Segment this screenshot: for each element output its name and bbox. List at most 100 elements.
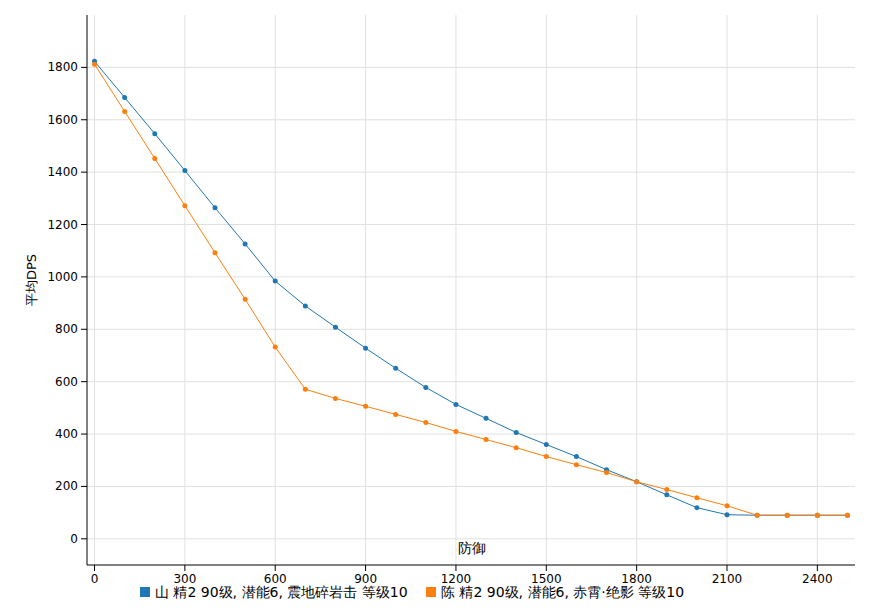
y-grid-line <box>87 172 855 173</box>
series-point <box>92 62 97 67</box>
series-point <box>182 203 187 208</box>
y-grid-line <box>87 329 855 330</box>
series-point <box>694 505 699 510</box>
series-point <box>484 437 489 442</box>
series-point <box>303 387 308 392</box>
x-tick-label: 0 <box>91 572 99 586</box>
y-tick-label: 1200 <box>47 218 78 232</box>
y-tick-label: 1400 <box>47 165 78 179</box>
x-tick <box>184 565 185 571</box>
y-tick <box>81 67 87 68</box>
y-tick-label: 1800 <box>47 60 78 74</box>
series-point <box>815 513 820 518</box>
x-tick <box>275 565 276 571</box>
series-point <box>634 479 639 484</box>
y-grid-line <box>87 276 855 277</box>
series-point <box>152 156 157 161</box>
series-point <box>393 366 398 371</box>
legend-label: 陈 精2 90级, 潜能6, 赤霄·绝影 等级10 <box>441 584 684 600</box>
series-point <box>725 512 730 517</box>
series-point <box>785 513 790 518</box>
series-point <box>453 402 458 407</box>
series-point <box>393 412 398 417</box>
series-point <box>845 513 850 518</box>
y-tick <box>81 329 87 330</box>
series-point <box>845 513 850 518</box>
series-point <box>303 303 308 308</box>
series-point <box>122 95 127 100</box>
series-point <box>785 513 790 518</box>
x-axis-label: 防御 <box>458 540 486 556</box>
series-point <box>514 445 519 450</box>
x-tick-label: 2400 <box>802 572 833 586</box>
x-tick <box>636 565 637 571</box>
legend-label: 山 精2 90级, 潜能6, 震地碎岩击 等级10 <box>155 584 408 600</box>
axes: 0200400600800100012001400160018000300600… <box>47 15 855 586</box>
x-tick <box>546 565 547 571</box>
series-point <box>694 495 699 500</box>
y-tick <box>81 172 87 173</box>
x-grid-line <box>365 15 366 565</box>
y-tick <box>81 434 87 435</box>
y-tick-label: 1600 <box>47 113 78 127</box>
y-axis-label: 平均DPS <box>24 254 39 306</box>
y-tick <box>81 381 87 382</box>
y-grid-line <box>87 67 855 68</box>
series-point <box>423 420 428 425</box>
series-point <box>453 429 458 434</box>
series-point <box>815 513 820 518</box>
y-tick-label: 200 <box>55 479 78 493</box>
series-point <box>755 513 760 518</box>
series-point <box>604 470 609 475</box>
y-grid-line <box>87 224 855 225</box>
x-tick <box>455 565 456 571</box>
x-tick <box>727 565 728 571</box>
series-point <box>213 250 218 255</box>
series-point <box>243 297 248 302</box>
x-grid-line <box>817 15 818 565</box>
y-tick <box>81 276 87 277</box>
series-line <box>95 64 848 515</box>
series-point <box>152 131 157 136</box>
series-point <box>484 416 489 421</box>
x-axis-line <box>87 565 855 566</box>
series-point <box>544 442 549 447</box>
series-point <box>634 479 639 484</box>
y-tick <box>81 119 87 120</box>
series-point <box>213 205 218 210</box>
series-point <box>664 487 669 492</box>
x-tick <box>365 565 366 571</box>
series-line <box>95 61 848 515</box>
series-point <box>544 454 549 459</box>
legend-swatch <box>140 587 150 597</box>
chart: 0200400600800100012001400160018000300600… <box>0 0 879 614</box>
y-tick <box>81 224 87 225</box>
x-tick-label: 2100 <box>712 572 743 586</box>
x-grid-line <box>275 15 276 565</box>
series-point <box>363 346 368 351</box>
y-axis-line <box>87 15 88 565</box>
series-point <box>273 279 278 284</box>
y-tick <box>81 486 87 487</box>
y-tick <box>81 538 87 539</box>
series-point <box>514 430 519 435</box>
x-grid-line <box>455 15 456 565</box>
series-point <box>333 396 338 401</box>
y-grid-line <box>87 486 855 487</box>
series-point <box>755 513 760 518</box>
series-point <box>182 168 187 173</box>
y-tick-label: 600 <box>55 375 78 389</box>
x-grid-line <box>546 15 547 565</box>
y-grid-line <box>87 381 855 382</box>
grid <box>87 15 855 565</box>
series-point <box>664 492 669 497</box>
series-point <box>574 462 579 467</box>
x-tick <box>94 565 95 571</box>
x-grid-line <box>94 15 95 565</box>
legend-swatch <box>426 587 436 597</box>
series-point <box>333 325 338 330</box>
x-tick <box>817 565 818 571</box>
y-grid-line <box>87 434 855 435</box>
series-point <box>423 385 428 390</box>
series-point <box>273 345 278 350</box>
